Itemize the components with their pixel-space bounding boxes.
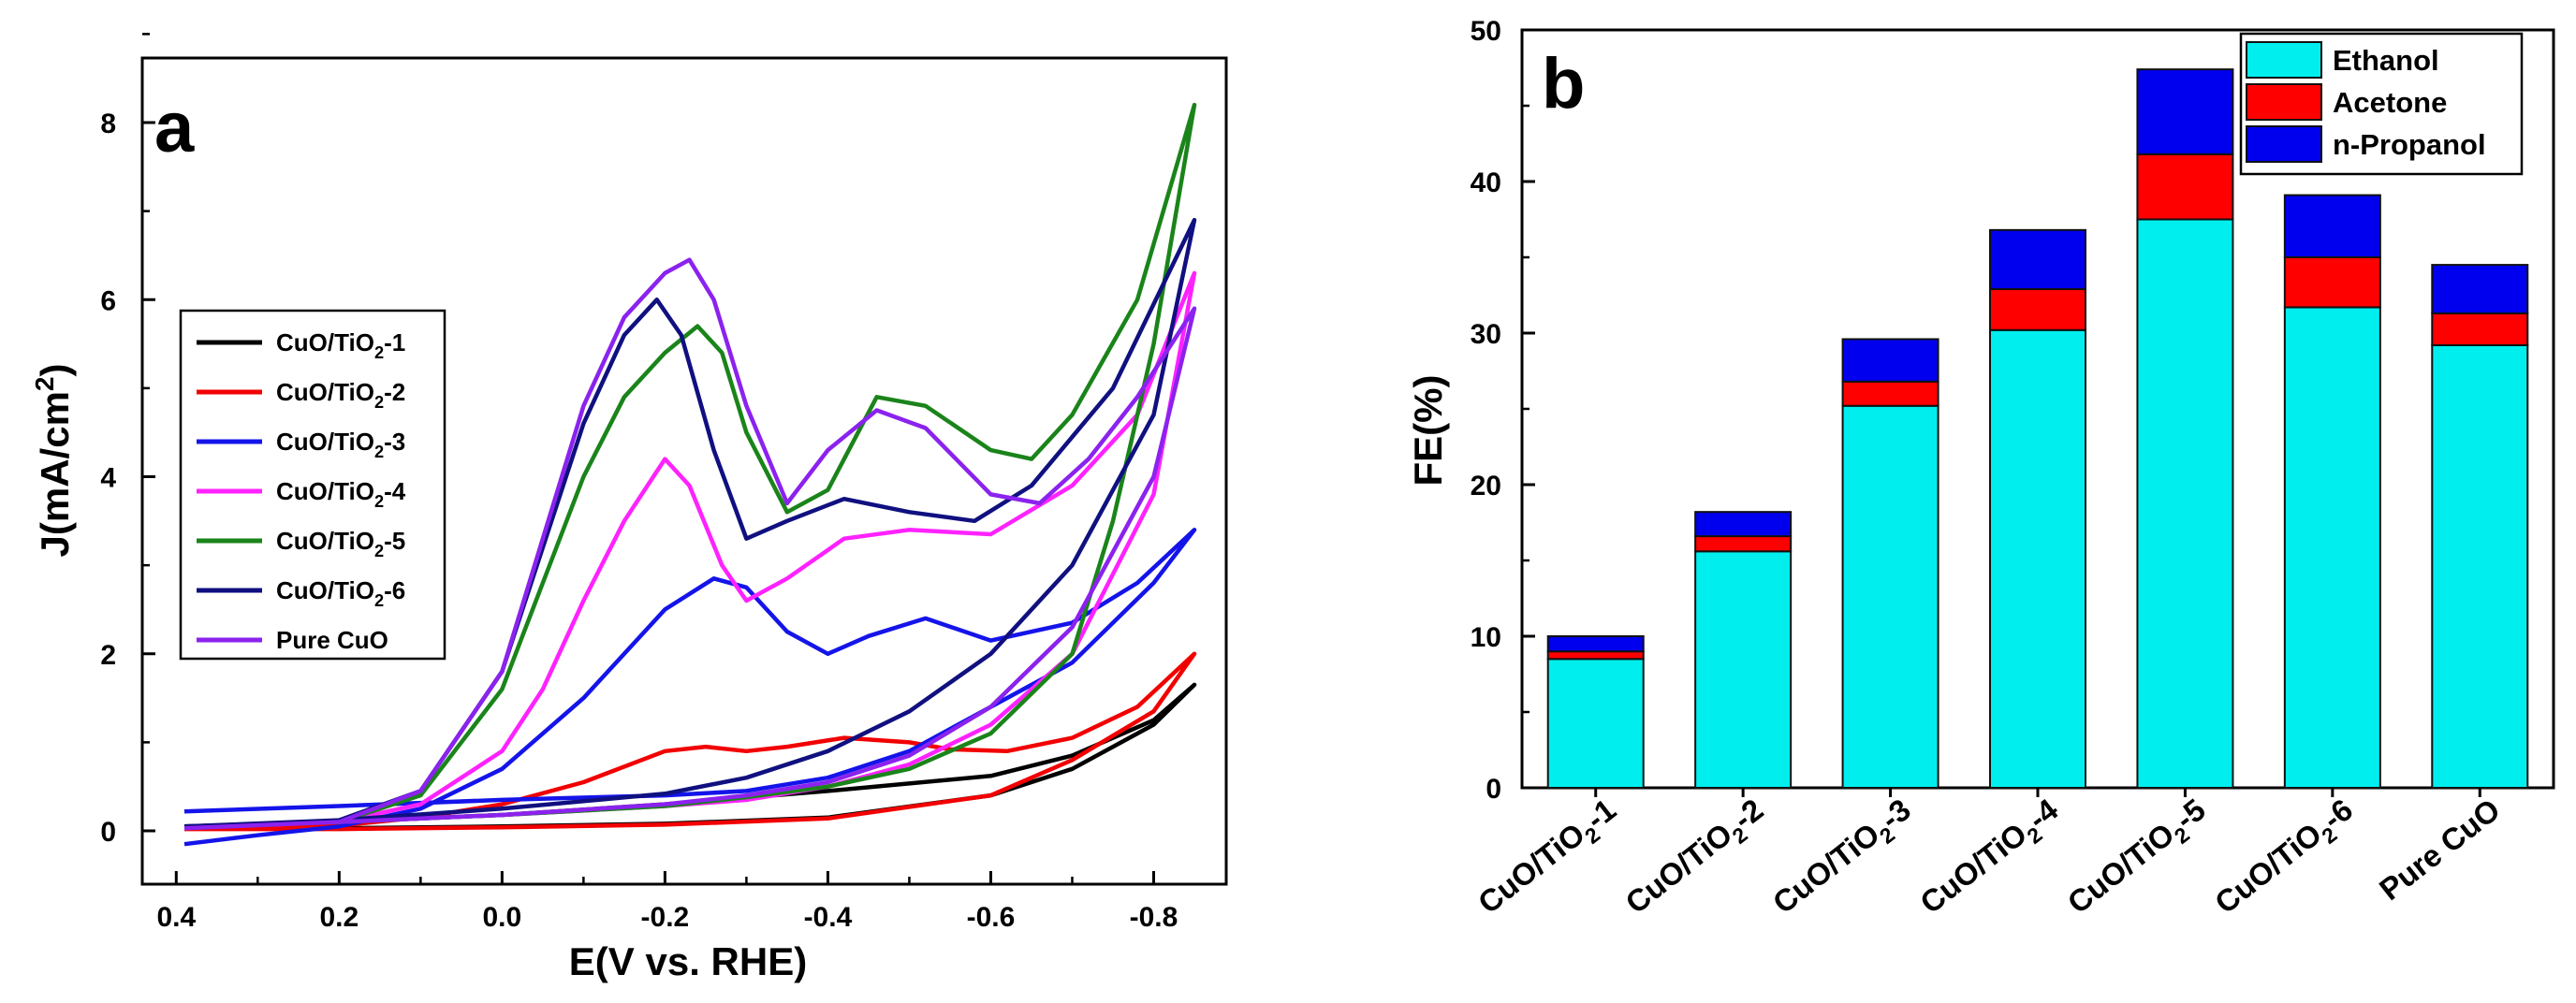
b-category-label-7: Pure CuO [2373, 792, 2507, 907]
a-x-tick-label: -0.8 [1130, 902, 1178, 933]
bar-acetone-5 [2136, 153, 2234, 221]
a-x-tick-label: 0.2 [319, 902, 359, 933]
bar-n-propanol-7 [2431, 264, 2529, 314]
a-x-tick-label: 0.4 [156, 902, 196, 933]
a-y-tick-label: 6 [100, 285, 116, 316]
b-y-tick-label: 10 [1471, 622, 1501, 653]
b-category-text: CuO/TiO2-6 [2208, 792, 2363, 925]
b-category-text: CuO/TiO2-5 [2061, 792, 2216, 925]
a-legend-label-4: CuO/TiO2-4 [276, 477, 406, 511]
a-x-tick-label: -0.6 [967, 902, 1016, 933]
cv-curve-7 [183, 257, 1197, 831]
bar-ethanol-3 [1841, 404, 1939, 789]
panel-b-category-labels: CuO/TiO2-1CuO/TiO2-2CuO/TiO2-3CuO/TiO2-4… [1471, 792, 2507, 925]
b-category-text: CuO/TiO2-4 [1913, 792, 2069, 925]
b-category-text: CuO/TiO2-1 [1471, 792, 1626, 925]
a-legend-label-7: Pure CuO [276, 626, 388, 654]
bar-ethanol-7 [2431, 343, 2529, 789]
cv-curve-6 [183, 217, 1197, 829]
cv-curve-2 [183, 651, 1197, 832]
bar-ethanol-2 [1694, 550, 1793, 790]
a-legend-box [179, 309, 446, 661]
b-legend-label-n-propanol: n-Propanol [2333, 128, 2486, 161]
b-category-label-2: CuO/TiO2-2 [1618, 792, 1773, 925]
a-y-tick-label: 2 [100, 640, 116, 671]
bar-n-propanol-1 [1546, 635, 1645, 653]
panel-a-y-label-close: ) [33, 364, 77, 377]
panel-b-legend: Ethanol Acetone n-Propanol [2239, 32, 2524, 176]
b-category-text: CuO/TiO2-2 [1618, 792, 1773, 925]
panel-b-label: b [1542, 44, 1585, 124]
bar-ethanol-1 [1546, 658, 1645, 789]
panel-b-bars [1546, 68, 2529, 790]
bar-n-propanol-3 [1841, 338, 1939, 383]
b-legend-swatch-acetone [2246, 83, 2322, 121]
bar-acetone-4 [1989, 288, 2086, 331]
panel-a-x-axis-label: E(V vs. RHE) [569, 939, 807, 983]
b-legend-label-acetone: Acetone [2333, 86, 2447, 119]
bar-ethanol-5 [2136, 218, 2234, 789]
b-legend-swatch-ethanol [2246, 41, 2322, 79]
bar-acetone-1 [1546, 650, 1645, 661]
a-x-tick-label: 0.0 [483, 902, 522, 933]
panel-a-y-axis-label: J(mA/cm2) [30, 364, 77, 558]
panel-a-label: a [154, 88, 195, 167]
b-category-label-1: CuO/TiO2-1 [1471, 792, 1626, 925]
b-y-tick-label: 30 [1471, 319, 1501, 350]
a-legend-label-3: CuO/TiO2-3 [276, 428, 405, 461]
panel-a-axes: 0.4 0.2 0.0 -0.2 -0.4 -0.6 -0.8 0 2 4 6 8 [100, 33, 1178, 933]
bar-n-propanol-5 [2136, 68, 2234, 155]
bar-n-propanol-4 [1989, 228, 2086, 291]
panel-a-curves [183, 102, 1197, 847]
cv-curve-3 [183, 528, 1197, 847]
panel-b-y-axis-label: FE(%) [1406, 375, 1450, 487]
panel-b-fe-bar-chart: 0 10 20 30 40 50 b FE(%) Ethanol Acetone n-Prop… [1406, 16, 2555, 925]
panel-b-axes: 0 10 20 30 40 50 [1471, 16, 2481, 805]
b-legend-label-ethanol: Ethanol [2333, 44, 2439, 77]
bar-acetone-6 [2283, 256, 2381, 309]
b-category-text: Pure CuO [2373, 792, 2507, 907]
bar-ethanol-4 [1989, 328, 2086, 789]
a-legend-label-1: CuO/TiO2-1 [276, 328, 405, 362]
b-category-label-6: CuO/TiO2-6 [2208, 792, 2363, 925]
b-y-tick-label: 0 [1486, 774, 1501, 805]
b-category-text: CuO/TiO2-3 [1766, 792, 1921, 925]
bar-n-propanol-6 [2283, 194, 2381, 258]
a-y-tick-label: 8 [100, 109, 116, 139]
bar-acetone-7 [2431, 312, 2529, 346]
b-y-tick-label: 20 [1471, 471, 1501, 502]
b-legend-swatch-n-propanol [2246, 125, 2322, 163]
bar-acetone-3 [1841, 380, 1939, 407]
panel-a-cv-chart: 0.4 0.2 0.0 -0.2 -0.4 -0.6 -0.8 0 2 4 6 8 a E(V vs.… [30, 33, 1228, 983]
a-x-tick-label: -0.4 [804, 902, 853, 933]
b-category-label-3: CuO/TiO2-3 [1766, 792, 1921, 925]
bar-ethanol-6 [2283, 306, 2381, 789]
panel-a-y-label-superscript: 2 [30, 377, 59, 392]
b-y-tick-label: 50 [1471, 16, 1501, 47]
cv-curve-5 [183, 102, 1197, 829]
a-legend-label-5: CuO/TiO2-5 [276, 527, 405, 560]
b-category-label-5: CuO/TiO2-5 [2061, 792, 2216, 925]
a-y-tick-label: 0 [100, 817, 116, 848]
panel-a-legend: CuO/TiO2-1 CuO/TiO2-2 CuO/TiO2-3 CuO/TiO2-4… [179, 309, 446, 661]
a-x-tick-label: -0.2 [641, 902, 690, 933]
b-y-tick-label: 40 [1471, 167, 1501, 198]
a-legend-label-2: CuO/TiO2-2 [276, 378, 405, 412]
b-category-label-4: CuO/TiO2-4 [1913, 792, 2069, 925]
bar-acetone-2 [1694, 535, 1793, 553]
bar-n-propanol-2 [1694, 511, 1793, 538]
panel-a-y-label-main: J(mA/cm [33, 391, 77, 557]
a-legend-label-6: CuO/TiO2-6 [276, 576, 405, 610]
a-y-tick-label: 4 [100, 463, 116, 494]
panel-a-plot-frame [140, 56, 1228, 886]
